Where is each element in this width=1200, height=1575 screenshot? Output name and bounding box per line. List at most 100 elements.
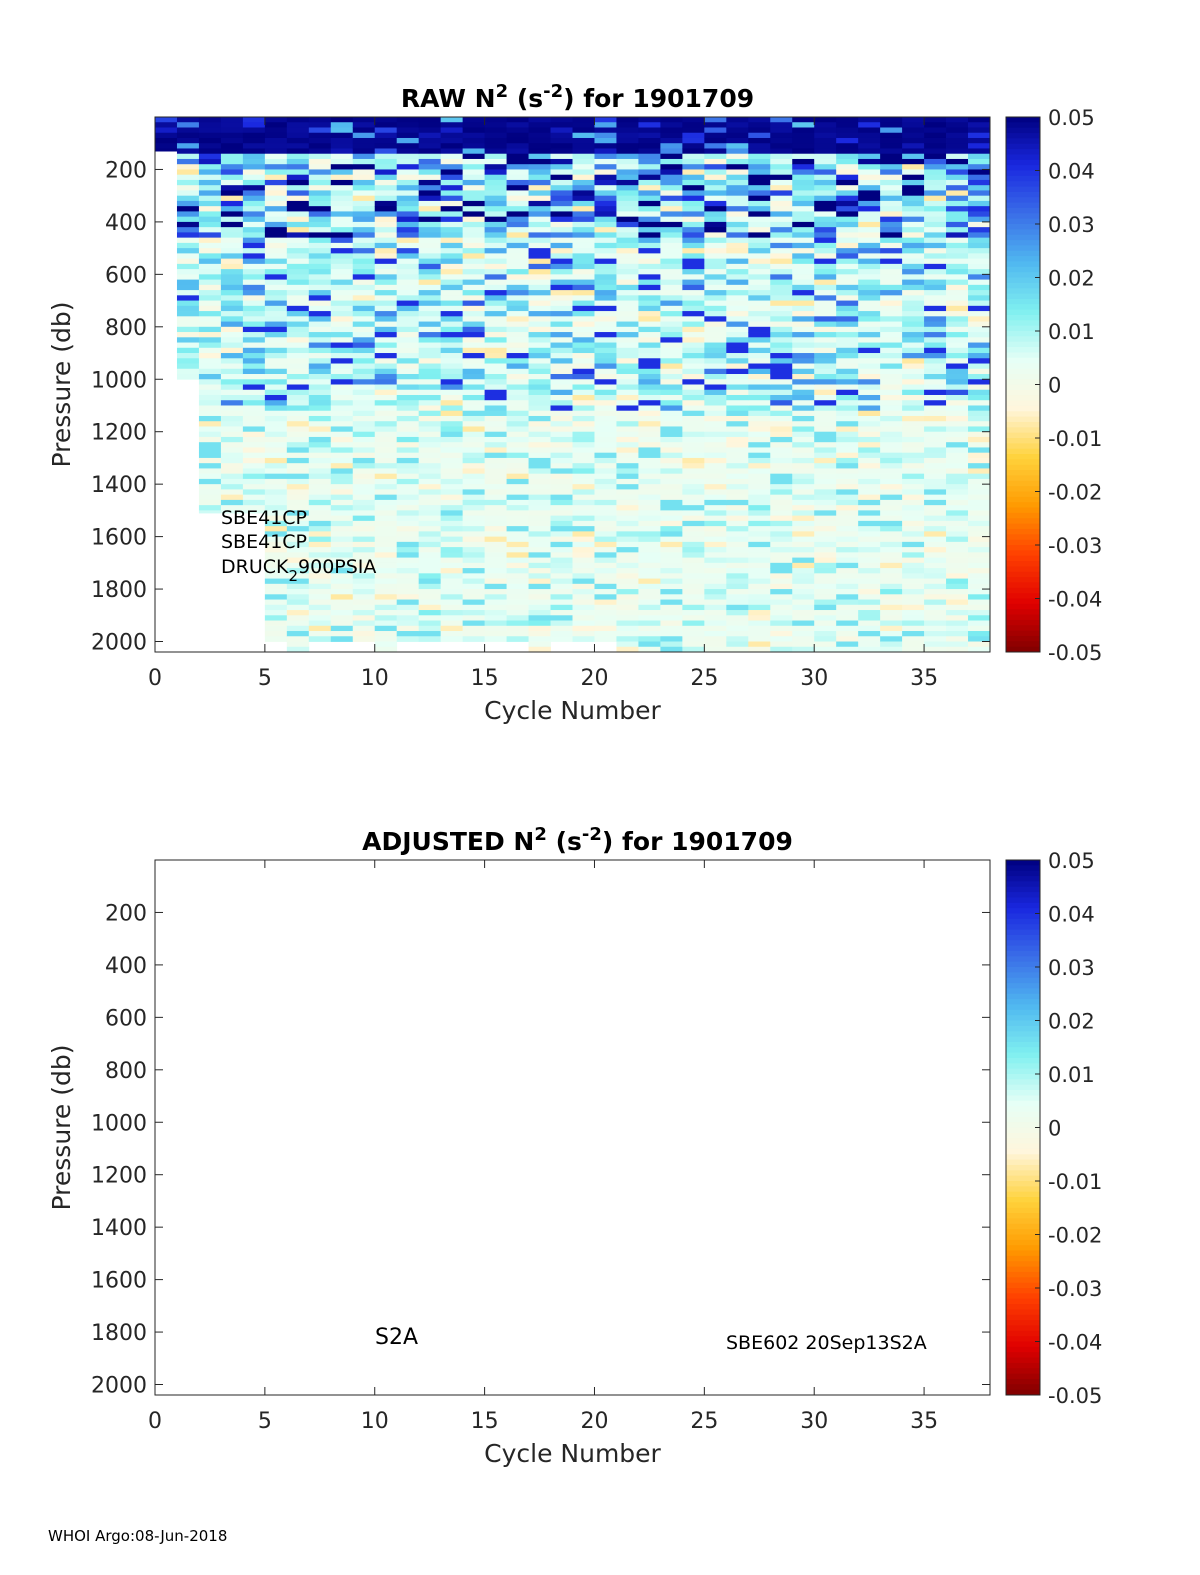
heatmap-cell <box>726 363 749 370</box>
heatmap-cell <box>748 374 771 380</box>
heatmap-cell <box>682 248 705 254</box>
heatmap-cell <box>748 426 771 433</box>
heatmap-cell <box>264 594 288 600</box>
heatmap-cell <box>506 158 529 165</box>
heatmap-cell <box>528 589 551 595</box>
heatmap-cell <box>924 484 947 490</box>
heatmap-cell <box>858 394 881 401</box>
heatmap-cell <box>792 269 815 275</box>
heatmap-cell <box>880 148 903 155</box>
heatmap-cell <box>462 625 486 632</box>
heatmap-cell <box>352 447 376 454</box>
colorbar-segment <box>1006 897 1040 904</box>
heatmap-cell <box>836 258 859 265</box>
title-main: RAW N <box>401 84 496 113</box>
heatmap-cell <box>682 153 705 160</box>
heatmap-cell <box>638 641 661 648</box>
heatmap-cell <box>726 169 749 176</box>
heatmap-cell <box>814 158 837 165</box>
heatmap-cell <box>330 421 354 427</box>
heatmap-cell <box>660 237 683 244</box>
heatmap-cell <box>484 478 507 485</box>
y-tick-label: 1600 <box>91 526 147 551</box>
colorbar-segment <box>1006 1261 1040 1268</box>
heatmap-cell <box>418 269 442 275</box>
heatmap-cell <box>374 541 398 548</box>
heatmap-cell <box>946 473 969 480</box>
heatmap-cell <box>396 274 420 280</box>
heatmap-cell <box>616 389 639 396</box>
heatmap-cell <box>594 122 617 128</box>
colorbar-segment <box>1006 314 1040 321</box>
heatmap-cell <box>572 274 595 280</box>
heatmap-cell <box>286 179 310 186</box>
heatmap-cell <box>440 468 464 475</box>
colorbar-tick-label: 0.01 <box>1048 1063 1095 1087</box>
heatmap-cell <box>242 394 266 401</box>
heatmap-cell <box>968 426 991 433</box>
heatmap-cell <box>308 284 332 291</box>
heatmap-cell <box>726 200 749 207</box>
heatmap-cell <box>352 179 376 186</box>
heatmap-cell <box>550 494 573 501</box>
heatmap-cell <box>792 510 815 517</box>
heatmap-cell <box>484 211 507 218</box>
colorbar-segment <box>1006 523 1040 530</box>
heatmap-cell <box>374 206 398 212</box>
heatmap-cell <box>638 143 661 149</box>
heatmap-cell <box>638 263 661 270</box>
heatmap-cell <box>330 143 354 149</box>
heatmap-cell <box>484 332 507 338</box>
heatmap-cell <box>594 505 617 511</box>
heatmap-cell <box>902 148 925 155</box>
heatmap-cell <box>726 342 749 349</box>
heatmap-cell <box>726 641 749 648</box>
colorbar-segment <box>1006 143 1040 150</box>
heatmap-cell <box>616 374 639 380</box>
heatmap-cell <box>484 421 507 427</box>
heatmap-cell <box>440 174 464 181</box>
heatmap-cell <box>418 473 442 480</box>
heatmap-cell <box>264 610 288 616</box>
heatmap-cell <box>726 253 749 260</box>
heatmap-cell <box>220 410 244 417</box>
heatmap-cell <box>616 468 639 475</box>
heatmap-cell <box>946 284 969 291</box>
heatmap-cell <box>506 253 529 260</box>
panel-raw: 0 5 10 15 20 25 30 3520040060080010001200140016… <box>47 81 1102 725</box>
heatmap-cell <box>814 279 837 286</box>
heatmap-cell <box>946 232 969 239</box>
heatmap-cell <box>924 468 947 475</box>
heatmap-cell <box>902 415 925 422</box>
heatmap-cell <box>924 117 947 123</box>
heatmap-cell <box>528 248 551 254</box>
heatmap-cell <box>440 620 464 627</box>
heatmap-cell <box>330 132 354 139</box>
heatmap-cell <box>330 258 354 265</box>
heatmap-cell <box>968 117 991 123</box>
heatmap-cell <box>858 568 881 574</box>
heatmap-cell <box>286 117 310 123</box>
heatmap-cell <box>286 284 310 291</box>
heatmap-cell <box>220 394 244 401</box>
heatmap-cell <box>484 610 507 616</box>
heatmap-cell <box>704 625 727 632</box>
heatmap-cell <box>572 216 595 223</box>
heatmap-cell <box>462 284 486 291</box>
heatmap-cell <box>528 290 551 296</box>
heatmap-cell <box>352 583 376 590</box>
heatmap-cell <box>924 153 947 160</box>
heatmap-cell <box>572 400 595 406</box>
heatmap-cell <box>946 636 969 642</box>
heatmap-cell <box>726 421 749 427</box>
heatmap-cell <box>946 615 969 621</box>
heatmap-cell <box>352 127 376 134</box>
heatmap-cell <box>506 431 529 438</box>
heatmap-cell <box>682 300 705 307</box>
colorbar-segment <box>1006 1357 1040 1364</box>
heatmap-cell <box>616 242 639 249</box>
heatmap-cell <box>550 625 573 632</box>
heatmap-cell <box>704 284 727 291</box>
heatmap-cell <box>880 426 903 433</box>
heatmap-cell <box>330 394 354 401</box>
